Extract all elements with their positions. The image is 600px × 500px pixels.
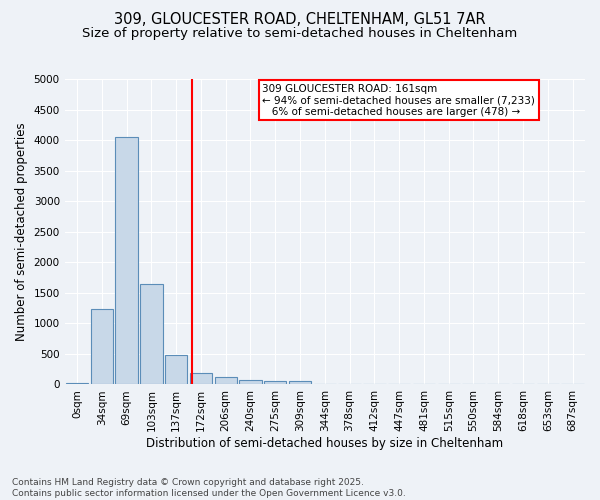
Bar	[140, 284, 163, 384]
Bar	[165, 355, 187, 384]
Bar	[91, 310, 113, 384]
Bar	[190, 372, 212, 384]
Bar	[115, 137, 138, 384]
Text: 309, GLOUCESTER ROAD, CHELTENHAM, GL51 7AR: 309, GLOUCESTER ROAD, CHELTENHAM, GL51 7…	[114, 12, 486, 28]
Text: Size of property relative to semi-detached houses in Cheltenham: Size of property relative to semi-detach…	[82, 28, 518, 40]
Y-axis label: Number of semi-detached properties: Number of semi-detached properties	[15, 122, 28, 341]
Bar	[239, 380, 262, 384]
X-axis label: Distribution of semi-detached houses by size in Cheltenham: Distribution of semi-detached houses by …	[146, 437, 503, 450]
Bar	[66, 382, 88, 384]
Text: Contains HM Land Registry data © Crown copyright and database right 2025.
Contai: Contains HM Land Registry data © Crown c…	[12, 478, 406, 498]
Bar	[289, 381, 311, 384]
Text: 309 GLOUCESTER ROAD: 161sqm
← 94% of semi-detached houses are smaller (7,233)
  : 309 GLOUCESTER ROAD: 161sqm ← 94% of sem…	[262, 84, 535, 117]
Bar	[264, 381, 286, 384]
Bar	[215, 378, 237, 384]
